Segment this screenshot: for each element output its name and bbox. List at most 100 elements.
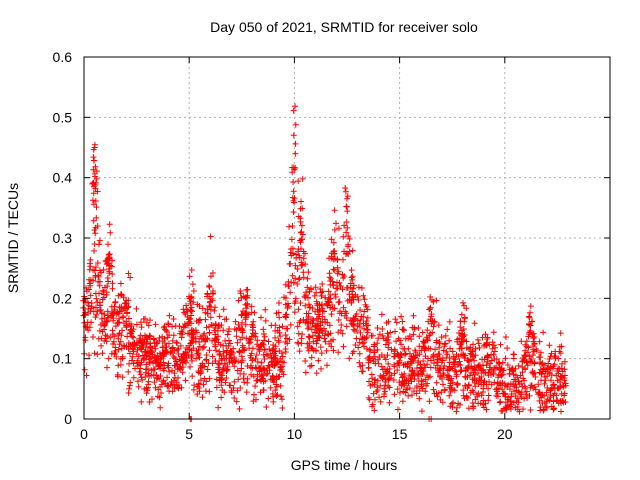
data-point bbox=[489, 339, 496, 346]
data-point bbox=[546, 356, 553, 363]
data-point bbox=[460, 299, 467, 306]
data-point bbox=[90, 333, 97, 340]
data-point bbox=[318, 302, 325, 309]
data-point bbox=[243, 335, 250, 342]
data-point bbox=[332, 255, 339, 262]
data-point bbox=[397, 337, 404, 344]
data-point bbox=[119, 355, 126, 362]
data-point bbox=[300, 274, 307, 281]
data-point bbox=[478, 367, 485, 374]
axis-ticks: 0 0.1 0.2 0.3 0.4 0.5 0.6 0 5 10 15 20 bbox=[53, 49, 610, 442]
data-point bbox=[344, 224, 351, 231]
data-point bbox=[326, 322, 333, 329]
data-point bbox=[208, 321, 215, 328]
data-point bbox=[562, 399, 569, 406]
y-tick-label: 0.6 bbox=[53, 49, 73, 65]
data-point bbox=[94, 223, 101, 230]
data-point bbox=[114, 373, 121, 380]
data-point bbox=[449, 365, 456, 372]
data-point bbox=[186, 330, 193, 337]
data-point bbox=[179, 331, 186, 338]
data-point bbox=[157, 365, 164, 372]
data-point bbox=[149, 396, 156, 403]
data-point bbox=[537, 349, 544, 356]
data-point bbox=[145, 381, 152, 388]
data-point bbox=[314, 337, 321, 344]
data-point bbox=[552, 348, 559, 355]
data-point bbox=[116, 341, 123, 348]
data-point bbox=[165, 364, 172, 371]
data-point bbox=[262, 306, 269, 313]
data-point bbox=[403, 376, 410, 383]
data-point bbox=[502, 405, 509, 412]
data-point bbox=[523, 343, 530, 350]
data-point bbox=[243, 389, 250, 396]
data-point bbox=[530, 330, 537, 337]
data-point bbox=[218, 382, 225, 389]
data-point bbox=[194, 383, 201, 390]
data-point bbox=[282, 331, 289, 338]
data-point bbox=[520, 355, 527, 362]
data-point bbox=[364, 329, 371, 336]
data-point bbox=[290, 188, 297, 195]
data-point bbox=[420, 338, 427, 345]
data-point bbox=[437, 365, 444, 372]
data-point bbox=[402, 335, 409, 342]
data-point bbox=[298, 259, 305, 266]
data-point bbox=[182, 377, 189, 384]
data-point bbox=[110, 315, 117, 322]
data-point bbox=[353, 310, 360, 317]
data-point bbox=[223, 374, 230, 381]
data-point bbox=[351, 327, 358, 334]
data-point bbox=[550, 381, 557, 388]
data-point bbox=[216, 361, 223, 368]
data-point bbox=[416, 333, 423, 340]
data-point bbox=[305, 318, 312, 325]
data-point bbox=[332, 220, 339, 227]
data-point bbox=[553, 372, 560, 379]
data-point bbox=[91, 141, 98, 148]
data-point bbox=[292, 150, 299, 157]
data-point bbox=[550, 392, 557, 399]
data-point bbox=[491, 379, 498, 386]
data-point bbox=[219, 372, 226, 379]
data-point bbox=[190, 335, 197, 342]
data-point bbox=[352, 341, 359, 348]
data-point bbox=[479, 334, 486, 341]
data-point bbox=[515, 388, 522, 395]
data-point bbox=[93, 295, 100, 302]
y-tick-label: 0.5 bbox=[53, 109, 73, 125]
data-point bbox=[149, 351, 156, 358]
data-point bbox=[202, 316, 209, 323]
data-point bbox=[134, 362, 141, 369]
data-point bbox=[200, 381, 207, 388]
data-point bbox=[183, 302, 190, 309]
data-point bbox=[486, 378, 493, 385]
data-point bbox=[231, 394, 238, 401]
data-point bbox=[391, 350, 398, 357]
data-point bbox=[292, 275, 299, 282]
data-point bbox=[142, 344, 149, 351]
data-point bbox=[415, 325, 422, 332]
data-point bbox=[135, 383, 142, 390]
data-point bbox=[391, 361, 398, 368]
data-point bbox=[502, 393, 509, 400]
data-point bbox=[188, 267, 195, 274]
data-point bbox=[172, 362, 179, 369]
data-point bbox=[518, 394, 525, 401]
data-point bbox=[106, 270, 113, 277]
data-point bbox=[428, 296, 435, 303]
data-point bbox=[272, 334, 279, 341]
data-point bbox=[458, 332, 465, 339]
data-point bbox=[123, 322, 130, 329]
data-point bbox=[127, 330, 134, 337]
data-point bbox=[207, 233, 214, 240]
data-point bbox=[414, 370, 421, 377]
data-point bbox=[440, 370, 447, 377]
data-point bbox=[321, 308, 328, 315]
data-point bbox=[457, 368, 464, 375]
data-point bbox=[197, 333, 204, 340]
data-point bbox=[523, 388, 530, 395]
data-point bbox=[413, 365, 420, 372]
data-point bbox=[86, 280, 93, 287]
